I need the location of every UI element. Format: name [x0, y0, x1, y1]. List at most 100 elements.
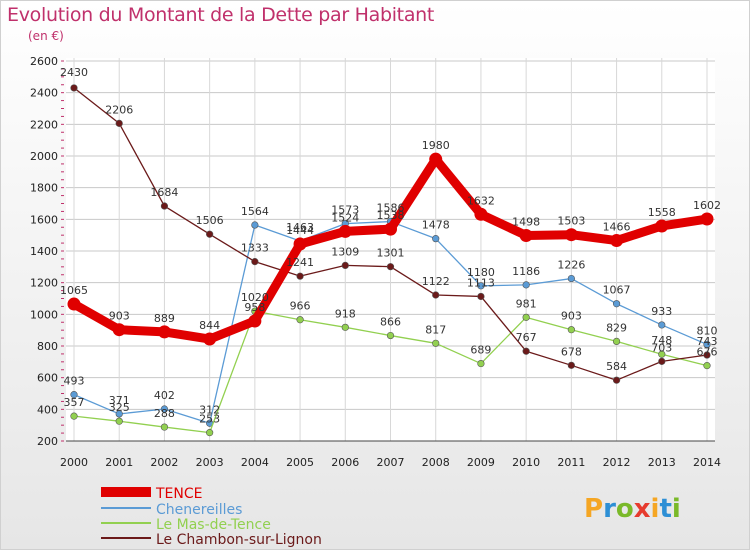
data-label: 676 [697, 346, 718, 359]
legend-label: Le Mas-de-Tence [156, 517, 271, 533]
x-tick-label: 2009 [467, 456, 495, 469]
data-label: 1333 [241, 242, 269, 255]
legend-label: TENCE [155, 486, 203, 502]
data-point [522, 281, 530, 289]
data-point [251, 258, 259, 266]
data-label: 903 [561, 310, 582, 323]
data-label: 966 [290, 300, 311, 313]
data-point [248, 314, 262, 328]
chart-subtitle: (en €) [28, 29, 64, 43]
data-label: 1241 [286, 256, 314, 269]
x-tick-label: 2003 [196, 456, 224, 469]
legend-label: Chenereilles [156, 502, 242, 518]
data-label: 1180 [467, 266, 495, 279]
data-label: 767 [516, 331, 537, 344]
data-point [341, 261, 349, 270]
data-label: 1020 [241, 291, 269, 304]
data-label: 493 [64, 375, 85, 388]
data-label: 1503 [557, 215, 585, 228]
data-point [658, 321, 666, 329]
data-point [115, 417, 123, 425]
data-label: 325 [109, 401, 130, 414]
data-point [160, 405, 169, 413]
data-label: 1226 [557, 259, 585, 272]
data-label: 371 [109, 394, 130, 407]
data-point [610, 234, 624, 248]
y-tick-label: 1400 [30, 245, 58, 258]
x-tick-label: 2005 [286, 456, 314, 469]
y-tick-label: 2000 [30, 150, 58, 163]
y-tick-label: 2600 [30, 55, 58, 68]
data-point [160, 202, 169, 210]
data-label: 2430 [60, 66, 88, 79]
x-tick-label: 2006 [331, 456, 359, 469]
data-label: 810 [697, 324, 718, 337]
data-point [112, 323, 126, 337]
x-tick-label: 2013 [648, 456, 676, 469]
x-tick-label: 2001 [105, 456, 133, 469]
data-point [519, 228, 533, 242]
y-tick-label: 1800 [30, 182, 58, 195]
data-point [70, 412, 78, 420]
data-label: 1067 [603, 284, 631, 297]
data-point [160, 423, 169, 431]
y-tick-label: 1600 [30, 213, 58, 226]
y-tick-label: 2200 [30, 118, 58, 131]
data-point [429, 152, 443, 166]
data-point [384, 222, 397, 236]
y-tick-label: 1200 [30, 277, 58, 290]
data-label: 743 [697, 335, 718, 348]
data-label: 1444 [286, 224, 314, 237]
data-point [115, 119, 123, 127]
data-label: 829 [606, 321, 627, 334]
data-label: 312 [199, 403, 220, 416]
data-point [564, 228, 578, 242]
data-label: 288 [154, 407, 175, 420]
data-label: 1524 [331, 211, 359, 224]
data-label: 703 [651, 341, 672, 354]
data-label: 1538 [377, 209, 405, 222]
data-label: 1065 [60, 284, 88, 297]
data-point [703, 351, 711, 359]
data-label: 903 [109, 310, 130, 323]
data-label: 1186 [512, 265, 540, 278]
data-label: 1573 [331, 204, 359, 217]
data-point [67, 297, 81, 311]
data-label: 1466 [603, 221, 631, 234]
data-label: 981 [516, 297, 537, 310]
data-point [386, 331, 395, 340]
data-point [293, 237, 307, 251]
y-tick-label: 600 [37, 372, 58, 385]
data-label: 1478 [422, 219, 450, 232]
data-label: 1122 [422, 275, 450, 288]
data-label: 866 [380, 316, 401, 329]
data-point [658, 350, 666, 358]
data-point [341, 323, 349, 331]
data-point [522, 347, 530, 355]
data-point [296, 316, 304, 324]
data-point [432, 339, 440, 347]
data-label: 1586 [377, 202, 405, 215]
data-label: 584 [606, 360, 627, 373]
data-point [703, 362, 711, 370]
x-tick-label: 2008 [422, 456, 450, 469]
data-label: 1632 [467, 194, 495, 207]
data-point [567, 326, 575, 334]
x-tick-label: 2011 [557, 456, 585, 469]
data-label: 844 [199, 319, 220, 332]
data-point [477, 282, 485, 290]
data-point [658, 357, 666, 365]
y-tick-label: 400 [37, 403, 58, 416]
data-point [477, 359, 485, 368]
data-label: 958 [244, 301, 265, 314]
data-label: 1558 [648, 206, 676, 219]
data-point [251, 221, 259, 229]
data-label: 357 [64, 396, 85, 409]
data-label: 1113 [467, 276, 495, 289]
data-point [70, 84, 78, 92]
data-point [70, 391, 78, 399]
x-tick-label: 2000 [60, 456, 88, 469]
data-point [567, 361, 575, 369]
data-label: 1564 [241, 205, 269, 218]
